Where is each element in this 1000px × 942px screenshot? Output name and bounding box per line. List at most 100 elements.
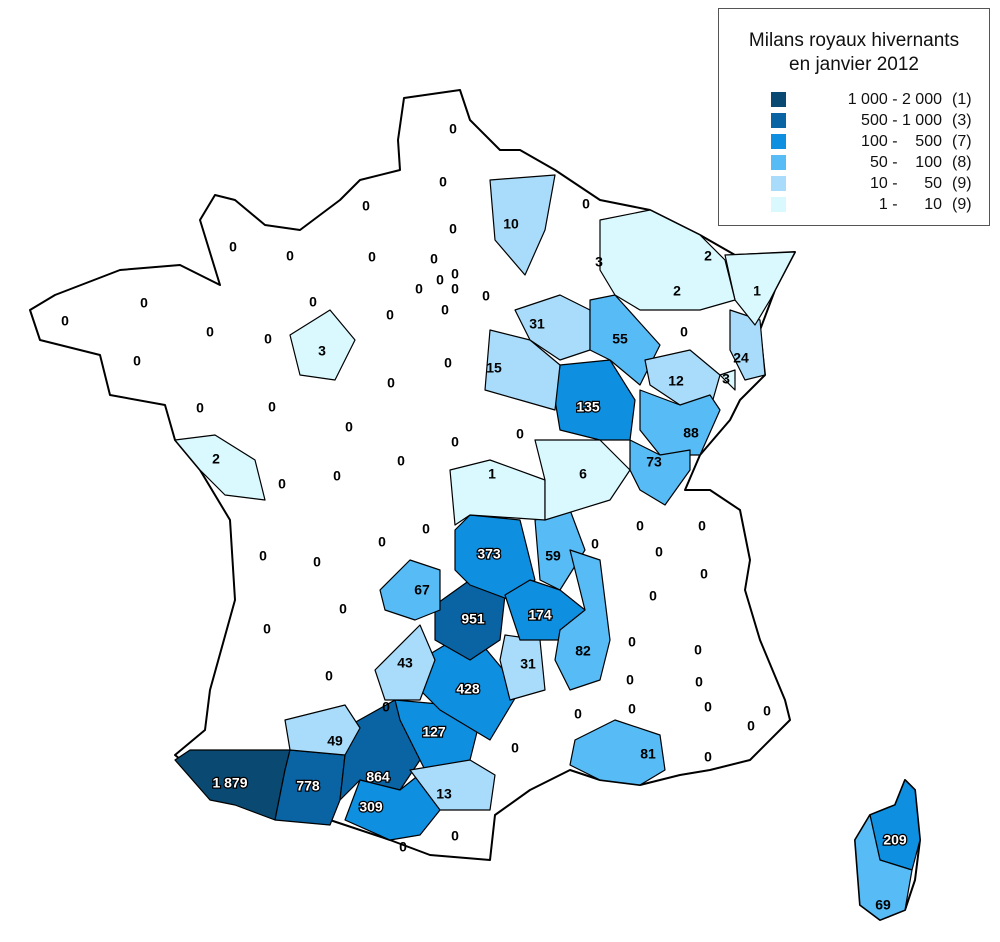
department-count-label: 0 [286, 248, 294, 264]
legend-swatch [771, 92, 786, 107]
department-count-label: 174 [528, 607, 552, 623]
department-count-label: 428 [456, 681, 480, 697]
department-count-label: 82 [575, 643, 591, 659]
department-count-label: 0 [591, 536, 599, 552]
department-count-label: 49 [327, 733, 343, 749]
department-count-label: 0 [747, 718, 755, 734]
department-count-label: 31 [529, 316, 545, 332]
department-count-label: 0 [574, 706, 582, 722]
department-count-label: 0 [140, 295, 148, 311]
department-count-label: 0 [763, 703, 771, 719]
department-count-label: 0 [339, 601, 347, 617]
department-count-label: 59 [545, 548, 561, 564]
department-count-label: 0 [698, 518, 706, 534]
department-count-label: 3 [722, 371, 730, 387]
department-count-label: 0 [325, 668, 333, 684]
department-shape [554, 549, 611, 691]
department-shape [719, 369, 736, 391]
department-count-label: 0 [451, 266, 459, 282]
legend-class: 500 - 1 000 (3) [771, 110, 989, 131]
legend-class: 1 - 10 (9) [771, 194, 989, 215]
department-count-label: 373 [477, 546, 501, 562]
department-count-label: 1 879 [212, 775, 247, 791]
department-count-label: 0 [439, 174, 447, 190]
department-shape [489, 174, 556, 276]
department-count-label: 0 [422, 521, 430, 537]
legend-swatch [771, 134, 786, 149]
legend-title-line1: Milans royaux hivernants [748, 30, 960, 51]
department-count-label: 73 [646, 454, 662, 470]
department-count-label: 0 [362, 198, 370, 214]
department-count-label: 309 [359, 799, 383, 815]
department-count-label: 0 [61, 313, 69, 329]
department-count-label: 2 [212, 451, 220, 467]
department-count-label: 0 [694, 642, 702, 658]
department-count-label: 0 [449, 221, 457, 237]
department-shape [409, 759, 496, 811]
department-count-label: 0 [264, 331, 272, 347]
legend-range: 1 000 - 2 000 [847, 90, 942, 108]
legend-class: 100 - 500 (7) [771, 131, 989, 152]
legend-count: (9) [952, 195, 972, 213]
legend-count: (1) [952, 90, 972, 108]
legend-swatch [771, 113, 786, 128]
legend-title: Milans royaux hivernants en janvier 2012 [719, 29, 989, 77]
legend-classes: 1 000 - 2 000 (1) 500 - 1 000 (3) 100 - 500 (… [771, 89, 989, 215]
department-shape [569, 719, 666, 786]
department-count-label: 0 [628, 701, 636, 717]
department-count-label: 1 [753, 283, 761, 299]
department-count-label: 209 [883, 832, 907, 848]
department-count-label: 0 [386, 307, 394, 323]
department-count-label: 12 [668, 373, 684, 389]
department-count-label: 0 [387, 375, 395, 391]
legend-swatch [771, 155, 786, 170]
department-count-label: 0 [680, 324, 688, 340]
department-shape [629, 439, 691, 506]
department-shape [174, 434, 266, 501]
department-count-label: 0 [582, 196, 590, 212]
department-shape [379, 559, 441, 621]
legend-range: 1 - 10 [878, 195, 942, 213]
legend: Milans royaux hivernants en janvier 2012… [718, 8, 990, 226]
department-count-label: 10 [503, 216, 519, 232]
department-count-label: 43 [397, 655, 413, 671]
department-count-label: 0 [229, 239, 237, 255]
legend-range: 10 - 50 [869, 174, 942, 192]
department-count-label: 13 [436, 786, 452, 802]
legend-class: 10 - 50 (9) [771, 173, 989, 194]
department-shape [854, 814, 913, 921]
department-count-label: 0 [441, 302, 449, 318]
department-count-label: 864 [366, 769, 390, 785]
department-count-label: 3 [318, 343, 326, 359]
department-count-label: 0 [511, 740, 519, 756]
department-count-label: 88 [683, 425, 699, 441]
legend-count: (3) [952, 111, 972, 129]
legend-range: 50 - 100 [869, 153, 942, 171]
department-count-label: 0 [196, 400, 204, 416]
legend-count: (9) [952, 174, 972, 192]
legend-range: 500 - 1 000 [861, 111, 942, 129]
department-shape [639, 389, 721, 456]
department-shape [284, 704, 361, 756]
department-count-label: 0 [449, 121, 457, 137]
department-count-label: 0 [415, 281, 423, 297]
department-count-label: 2 [673, 283, 681, 299]
department-shape [599, 209, 736, 311]
department-count-label: 0 [516, 426, 524, 442]
department-count-label: 3 [595, 254, 603, 270]
department-count-label: 0 [313, 554, 321, 570]
department-count-label: 0 [309, 294, 317, 310]
department-count-label: 0 [451, 281, 459, 297]
department-count-label: 0 [278, 476, 286, 492]
department-count-label: 0 [206, 324, 214, 340]
department-count-label: 31 [520, 656, 536, 672]
department-count-label: 0 [695, 674, 703, 690]
department-count-label: 0 [263, 621, 271, 637]
department-count-label: 0 [259, 548, 267, 564]
legend-swatch [771, 176, 786, 191]
department-count-label: 69 [875, 897, 891, 913]
department-shape [344, 769, 441, 841]
department-count-label: 0 [382, 699, 390, 715]
department-count-label: 0 [378, 534, 386, 550]
